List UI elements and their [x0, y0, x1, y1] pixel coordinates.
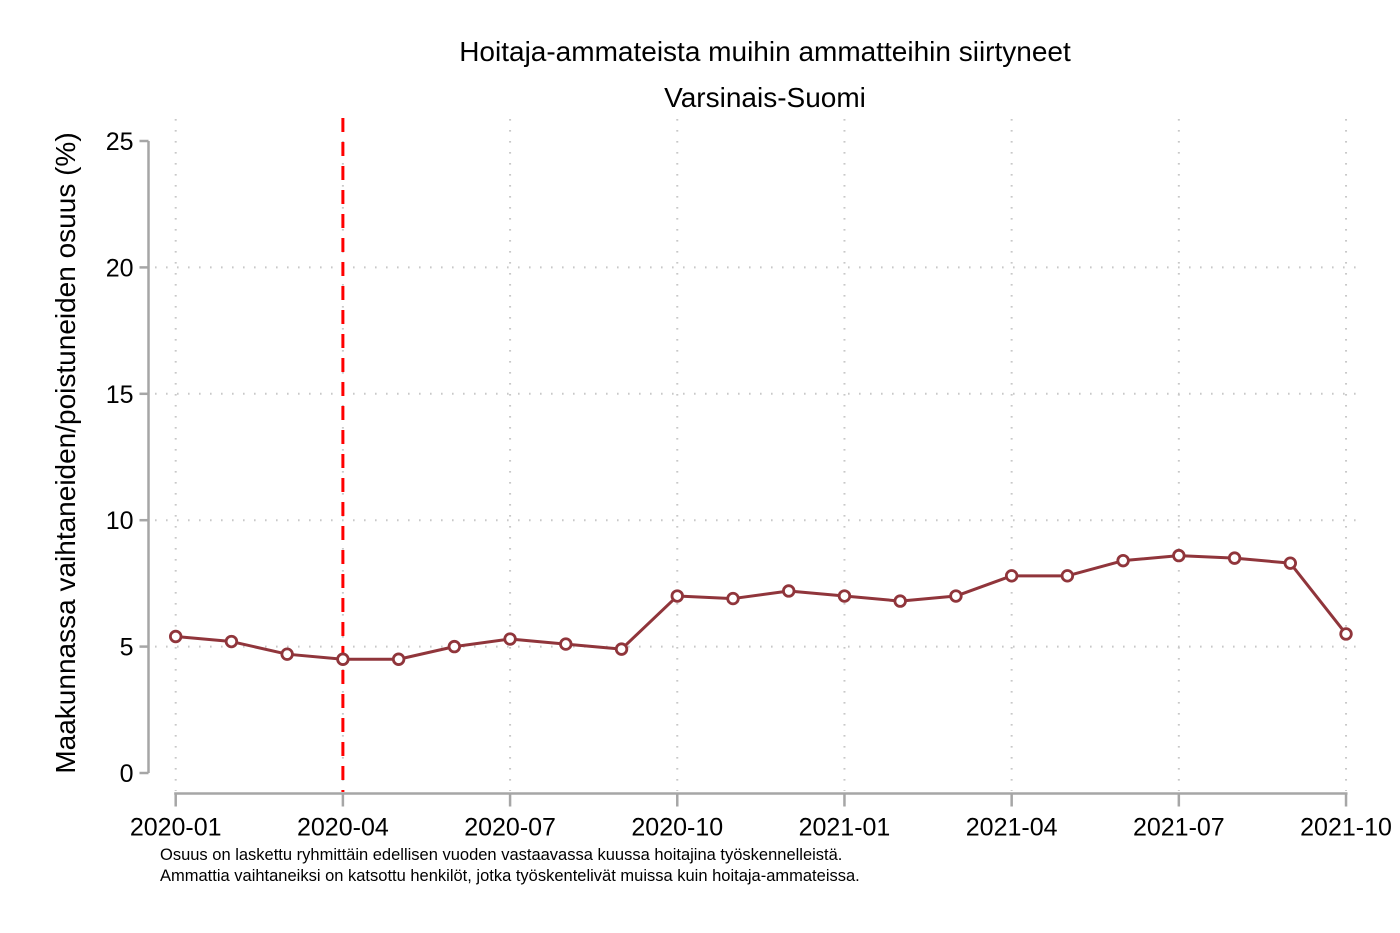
data-point-marker: [168, 629, 183, 644]
data-point-marker: [391, 652, 406, 666]
footnote-line-1: Osuus on laskettu ryhmittäin edellisen v…: [160, 846, 843, 864]
x-tick-label: 2021-01: [799, 814, 891, 842]
data-point-marker: [1172, 548, 1186, 563]
series-line: [174, 554, 1348, 661]
footnote-line-2: Ammattia vaihtaneiksi on katsottu henkil…: [160, 866, 860, 885]
data-point-marker: [1283, 556, 1298, 570]
data-point-marker: [224, 634, 239, 649]
footnotes: Osuus on laskettu ryhmittäin edellisen v…: [160, 845, 860, 886]
y-tick-label: 20: [106, 254, 134, 282]
data-point-marker: [503, 632, 517, 646]
data-point-marker: [726, 591, 740, 606]
x-tick-label: 2020-07: [464, 814, 556, 842]
chart-subtitle: Varsinais-Suomi: [664, 82, 866, 113]
chart-title: Hoitaja-ammateista muihin ammatteihin si…: [459, 36, 1071, 67]
data-point-marker: [893, 594, 907, 608]
data-point-marker: [336, 652, 350, 666]
data-point-marker: [837, 589, 852, 603]
data-point-marker: [670, 589, 684, 603]
data-point-marker: [1116, 553, 1130, 568]
data-point-marker: [280, 647, 294, 661]
y-tick-label: 10: [106, 507, 134, 535]
data-point-marker: [614, 642, 629, 656]
data-point-marker: [1060, 569, 1075, 583]
y-tick-label: 5: [120, 634, 134, 662]
x-tick-label: 2021-04: [966, 814, 1058, 842]
x-tick-label: 2020-01: [130, 814, 222, 842]
y-tick-label: 0: [120, 760, 134, 788]
x-tick-label: 2020-10: [631, 814, 723, 842]
data-point-marker: [1227, 551, 1242, 565]
x-tick-label: 2020-04: [297, 814, 389, 842]
data-point-marker: [1339, 627, 1353, 641]
x-tick-label: 2021-10: [1300, 814, 1392, 842]
x-tick-label: 2021-07: [1133, 814, 1225, 842]
data-point-marker: [782, 584, 796, 598]
data-point-marker: [1004, 569, 1019, 583]
data-point-marker: [949, 589, 963, 603]
y-tick-label: 15: [106, 381, 134, 409]
data-point-marker: [447, 639, 462, 654]
y-tick-label: 25: [106, 128, 134, 156]
data-point-marker: [559, 637, 573, 651]
